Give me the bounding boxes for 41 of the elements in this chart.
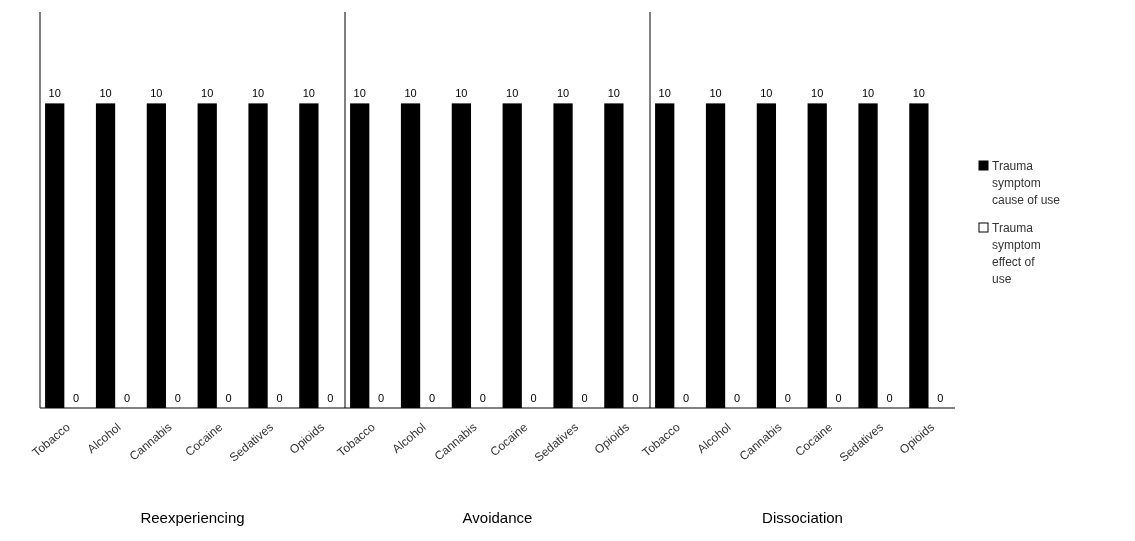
data-label: 10 [150,87,163,100]
data-label: 0 [428,392,436,404]
data-label: 10 [455,87,468,100]
data-label: 0 [530,392,537,404]
data-label: 10 [607,87,621,100]
data-label: 10 [912,87,926,100]
data-label: 0 [683,392,690,404]
legend-label: Trauma symptom cause of use [992,159,1061,207]
data-label: 10 [556,87,570,100]
text: Reexperiencing [140,509,245,526]
text: Avoidance [462,509,533,526]
data-label: 10 [251,87,265,100]
data-label: 0 [632,392,639,404]
data-label: 0 [73,392,80,404]
data-label: 0 [479,392,486,404]
legend-label: Trauma symptom effect of use [992,221,1041,286]
data-label: 10 [709,87,722,100]
data-label: 0 [225,392,232,404]
data-label: 0 [276,392,283,404]
data-label: 0 [174,392,181,404]
data-label: 10 [99,87,112,100]
data-label: 10 [353,87,366,100]
data-label: 0 [835,392,842,404]
data-label: 0 [733,392,741,404]
data-label: 10 [404,87,417,100]
data-label: 10 [760,87,773,100]
data-label: 10 [201,87,214,100]
data-label: 0 [327,392,334,404]
data-label: 0 [378,392,385,404]
data-label: 0 [581,392,588,404]
data-label: 10 [658,87,671,100]
text: Dissociation [762,509,843,526]
data-label: 0 [123,392,131,404]
data-label: 10 [861,87,875,100]
data-label: 10 [302,87,316,100]
data-label: 10 [48,87,61,100]
data-label: 10 [506,87,519,100]
data-label: 0 [937,392,944,404]
data-label: 0 [784,392,791,404]
data-label: 10 [811,87,824,100]
data-label: 0 [886,392,893,404]
